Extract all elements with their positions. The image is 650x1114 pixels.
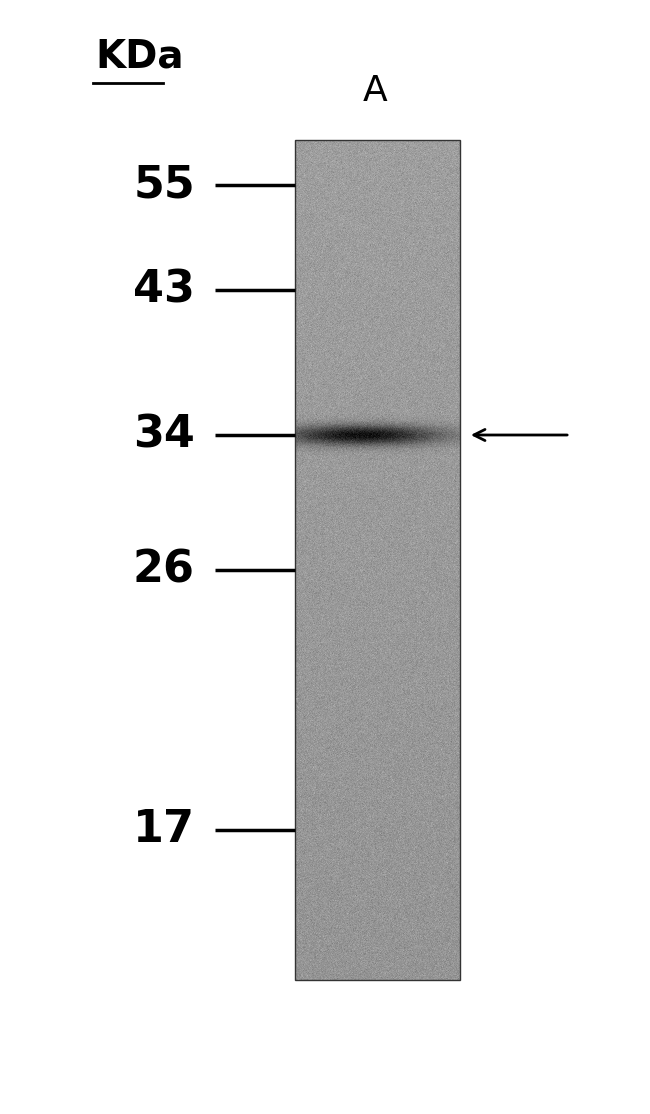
Text: 55: 55	[133, 164, 195, 206]
Text: 17: 17	[133, 809, 195, 851]
Text: KDa: KDa	[95, 37, 183, 75]
Text: 34: 34	[133, 413, 195, 457]
Bar	[295, 140, 460, 980]
Text: 26: 26	[133, 548, 195, 592]
Text: 43: 43	[133, 268, 195, 312]
Text: A: A	[363, 74, 387, 108]
